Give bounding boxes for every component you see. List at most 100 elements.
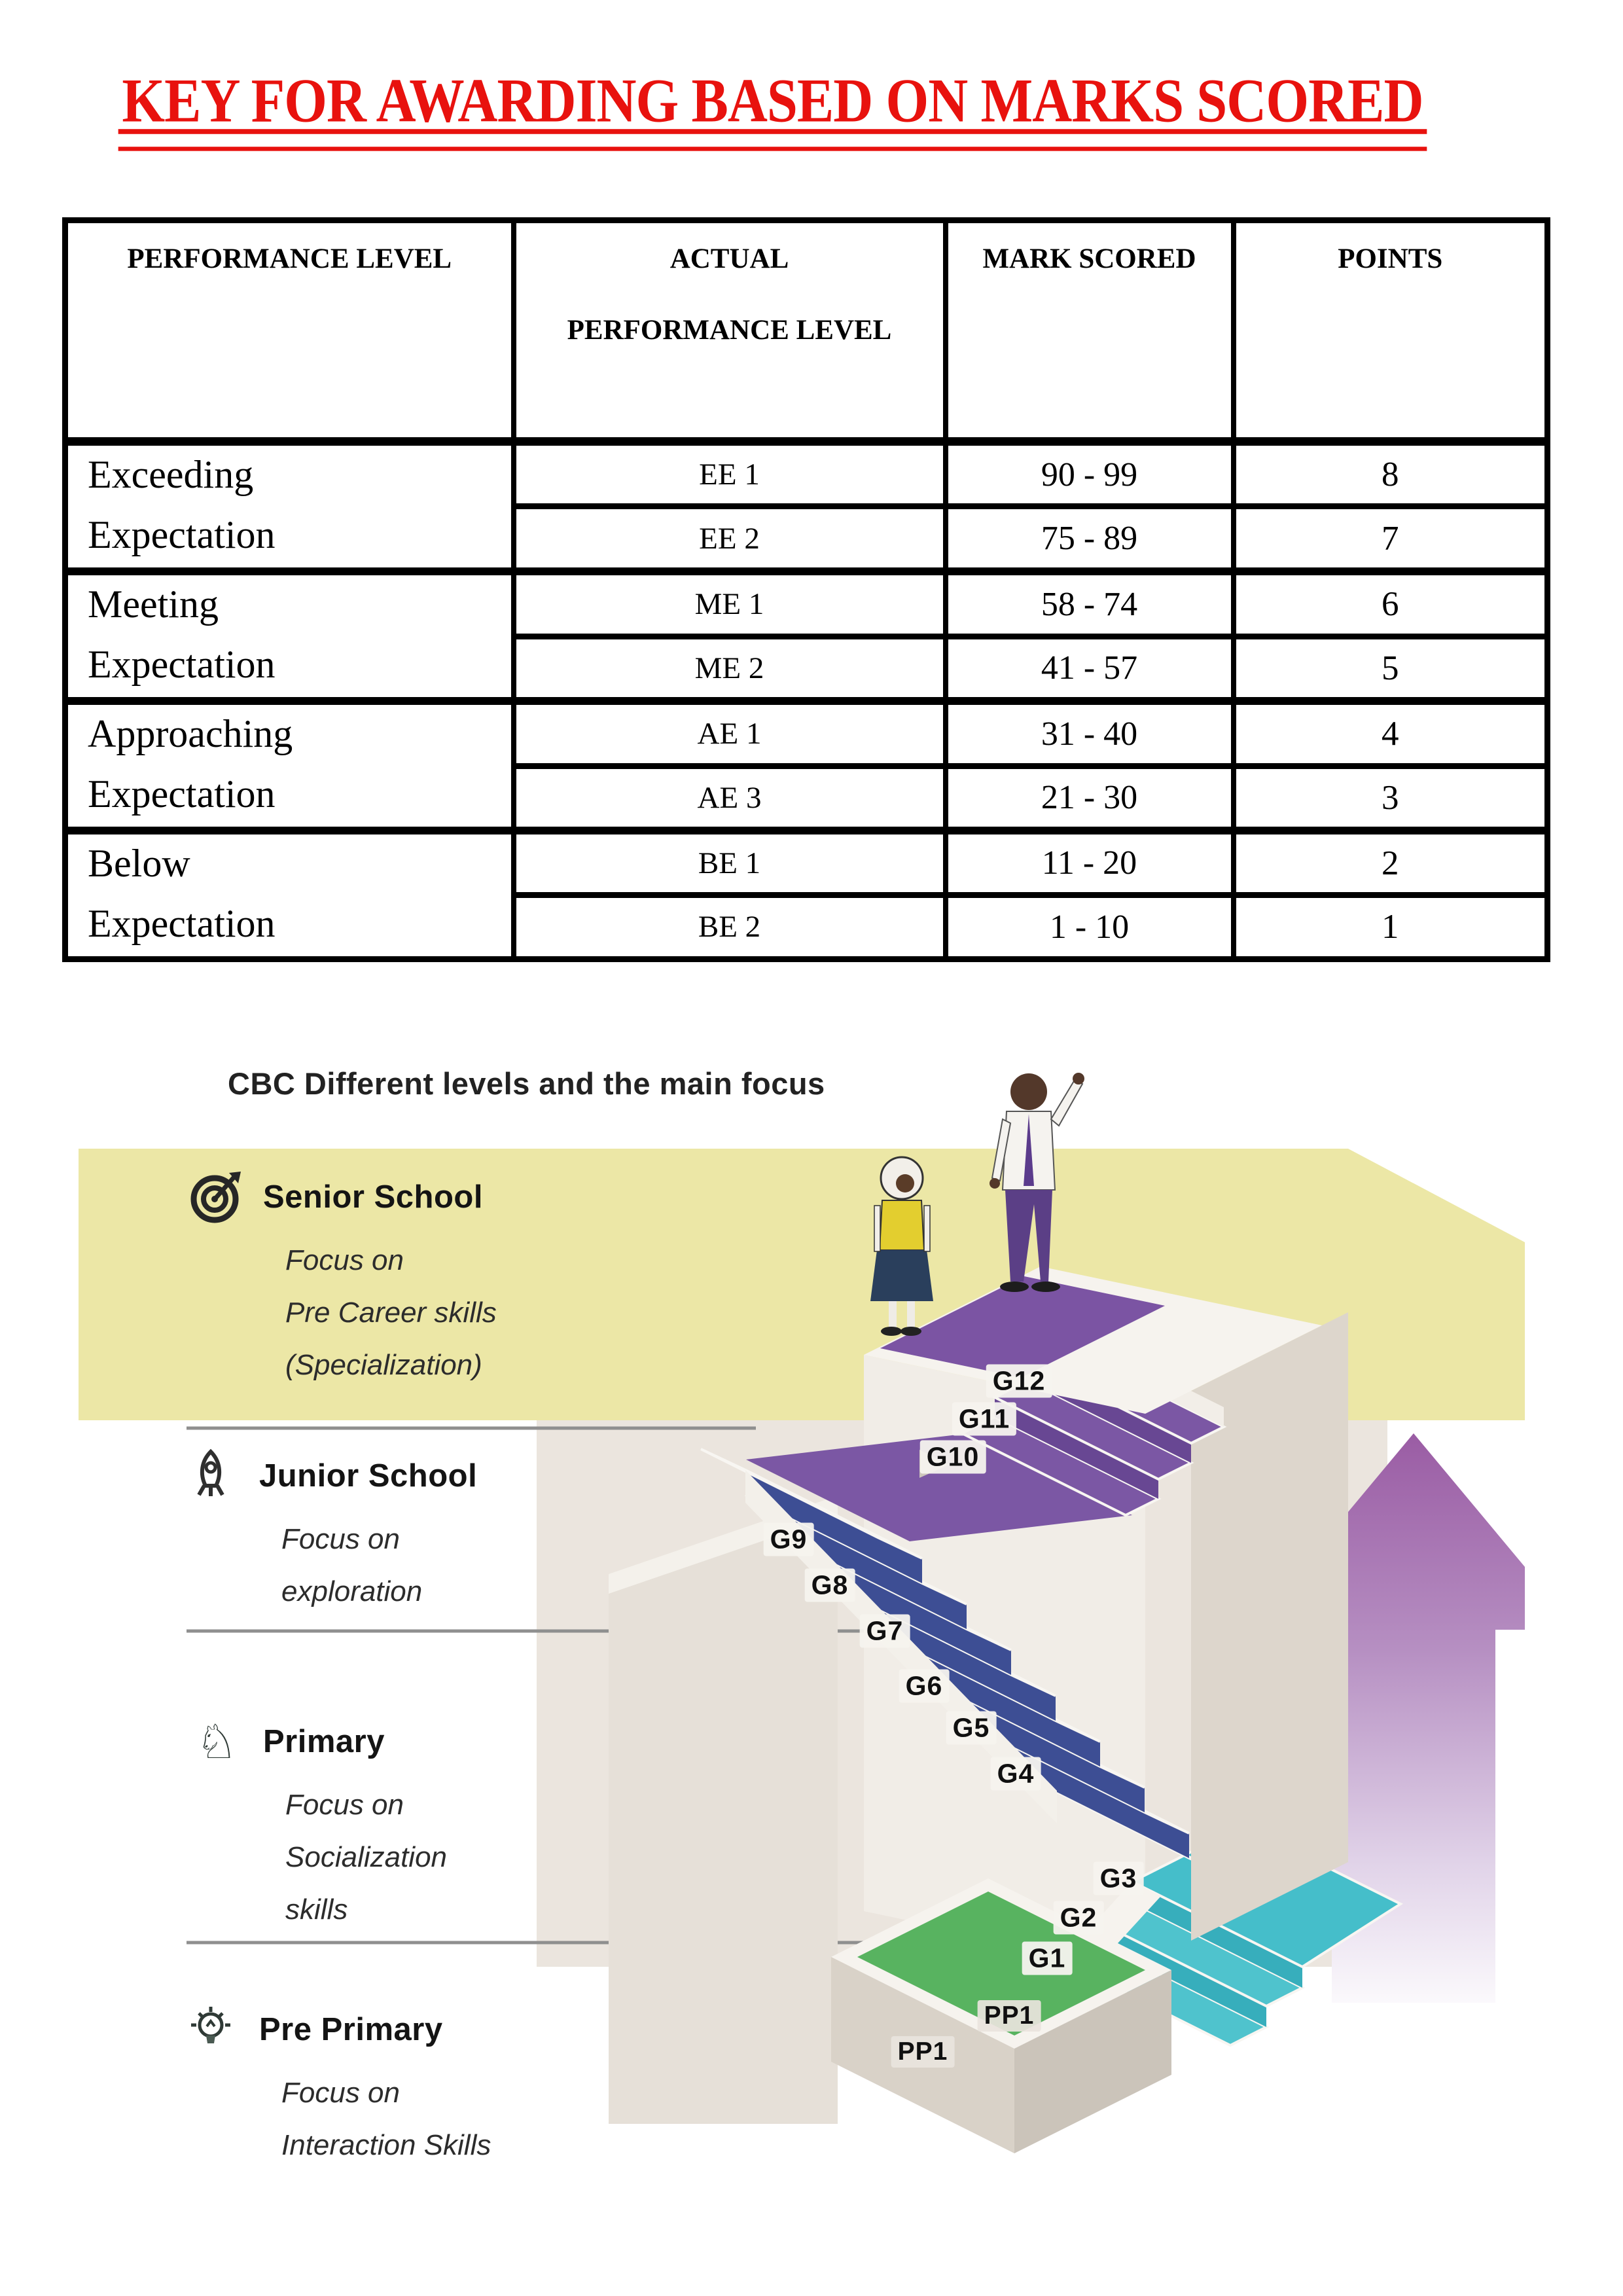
header-points: POINTS — [1230, 220, 1548, 446]
cbc-levels-illustration: CBC Different levels and the main focus … — [79, 1041, 1525, 2166]
marks-cell: 1 - 10 — [942, 891, 1234, 960]
section-primary: Primary Focus on Socialization skills — [188, 1713, 447, 1936]
code-cell: EE 1 — [510, 437, 946, 507]
code-cell: BE 2 — [510, 891, 946, 960]
points-cell: 3 — [1230, 762, 1548, 831]
marks-cell: 31 - 40 — [942, 697, 1234, 766]
level-approaching: Approaching Expectation — [62, 697, 514, 831]
section-name: Junior School — [259, 1458, 478, 1494]
header-text: PERFORMANCE LEVEL — [567, 315, 892, 346]
code-cell: AE 1 — [510, 697, 946, 766]
points-cell: 7 — [1230, 503, 1548, 571]
level-line: Expectation — [88, 643, 276, 686]
level-line: Approaching — [88, 712, 293, 755]
title-wrap: KEY FOR AWARDING BASED ON MARKS SCORED — [85, 65, 1459, 151]
section-line: Pre Career skills — [285, 1297, 497, 1329]
bulb-icon — [185, 2001, 241, 2058]
level-exceeding: Exceeding Expectation — [62, 437, 514, 571]
header-text: MARK SCORED — [982, 243, 1196, 274]
code-cell: BE 1 — [510, 826, 946, 895]
header-text: ACTUAL — [669, 243, 789, 274]
diagram-title: CBC Different levels and the main focus — [228, 1066, 825, 1101]
rocket-icon — [185, 1448, 241, 1504]
section-junior-school: Junior School Focus on exploration — [185, 1448, 477, 1618]
level-below: Below Expectation — [62, 827, 514, 960]
marks-cell: 90 - 99 — [942, 437, 1234, 507]
base-label-pp1-right: PP1 — [977, 2000, 1041, 2032]
staircase-graphic — [79, 1073, 1525, 2153]
table-row: Exceeding Expectation EE 1 90 - 99 8 — [62, 437, 1548, 571]
step-label-g5: G5 — [946, 1711, 997, 1745]
section-senior-school: Senior School Focus on Pre Career skills… — [188, 1169, 497, 1391]
section-line: Socialization — [285, 1841, 448, 1873]
step-label-g1: G1 — [1022, 1941, 1073, 1975]
section-line: exploration — [281, 1575, 423, 1607]
section-line: Interaction Skills — [281, 2129, 491, 2161]
header-text: POINTS — [1338, 243, 1443, 274]
central-block — [1191, 1312, 1348, 1941]
step-label-g7: G7 — [859, 1614, 910, 1648]
section-line: skills — [285, 1893, 348, 1926]
level-line: Expectation — [88, 772, 276, 816]
table-row: ME 2 41 - 57 5 — [65, 633, 1548, 701]
step-label-g9: G9 — [763, 1522, 814, 1556]
table-header-row: PERFORMANCE LEVEL ACTUAL PERFORMANCE LEV… — [62, 220, 1548, 446]
points-cell: 5 — [1230, 633, 1548, 701]
marks-cell: 75 - 89 — [942, 503, 1234, 571]
code-cell: ME 2 — [510, 633, 946, 701]
step-label-g10: G10 — [919, 1440, 986, 1474]
level-line: Expectation — [88, 513, 276, 556]
step-label-g3: G3 — [1093, 1861, 1144, 1895]
table-row: BE 2 1 - 10 1 — [65, 891, 1548, 960]
header-mark-scored: MARK SCORED — [942, 220, 1234, 446]
table-row: Meeting Expectation ME 1 58 - 74 6 — [62, 567, 1548, 701]
step-label-g12: G12 — [986, 1364, 1052, 1398]
header-actual-performance-level: ACTUAL PERFORMANCE LEVEL — [510, 220, 946, 446]
marks-key-table: PERFORMANCE LEVEL ACTUAL PERFORMANCE LEV… — [62, 217, 1550, 962]
table-row: EE 2 75 - 89 7 — [65, 503, 1548, 571]
step-label-g6: G6 — [899, 1669, 950, 1703]
header-performance-level: PERFORMANCE LEVEL — [62, 220, 514, 446]
section-name: Primary — [263, 1724, 385, 1759]
section-line: (Specialization) — [285, 1349, 482, 1381]
student-figure-female — [870, 1156, 933, 1336]
step-label-g4: G4 — [990, 1757, 1041, 1791]
section-line: Focus on — [285, 1244, 404, 1276]
student-figure-male — [990, 1073, 1084, 1292]
points-cell: 6 — [1230, 567, 1548, 636]
table-row: AE 3 21 - 30 3 — [65, 762, 1548, 831]
marks-cell: 11 - 20 — [942, 826, 1234, 895]
level-line: Meeting — [88, 583, 219, 626]
section-line: Focus on — [281, 2077, 400, 2109]
section-line: Focus on — [281, 1523, 400, 1555]
step-label-g8: G8 — [804, 1568, 855, 1602]
code-cell: EE 2 — [510, 503, 946, 571]
marks-cell: 41 - 57 — [942, 633, 1234, 701]
marks-cell: 58 - 74 — [942, 567, 1234, 636]
table-row: Below Expectation BE 1 11 - 20 2 — [62, 826, 1548, 960]
marks-cell: 21 - 30 — [942, 762, 1234, 831]
knight-icon — [188, 1713, 245, 1770]
target-icon — [188, 1169, 245, 1225]
page-title: KEY FOR AWARDING BASED ON MARKS SCORED — [118, 65, 1427, 151]
header-text: PERFORMANCE LEVEL — [127, 243, 452, 274]
section-line: Focus on — [285, 1789, 404, 1821]
level-line: Expectation — [88, 902, 276, 945]
step-label-g11: G11 — [952, 1402, 1017, 1436]
points-cell: 8 — [1230, 437, 1548, 507]
table-row: Approaching Expectation AE 1 31 - 40 4 — [62, 697, 1548, 831]
code-cell: ME 1 — [510, 567, 946, 636]
base-label-pp1-left: PP1 — [891, 2036, 955, 2068]
points-cell: 1 — [1230, 891, 1548, 960]
level-line: Below — [88, 842, 190, 885]
left-block — [609, 1496, 838, 2124]
section-name: Pre Primary — [259, 2012, 443, 2047]
points-cell: 2 — [1230, 826, 1548, 895]
section-name: Senior School — [263, 1179, 483, 1215]
level-line: Exceeding — [88, 453, 254, 496]
section-pre-primary: Pre Primary Focus on Interaction Skills — [185, 2001, 491, 2172]
code-cell: AE 3 — [510, 762, 946, 831]
step-label-g2: G2 — [1053, 1901, 1104, 1935]
level-meeting: Meeting Expectation — [62, 567, 514, 701]
